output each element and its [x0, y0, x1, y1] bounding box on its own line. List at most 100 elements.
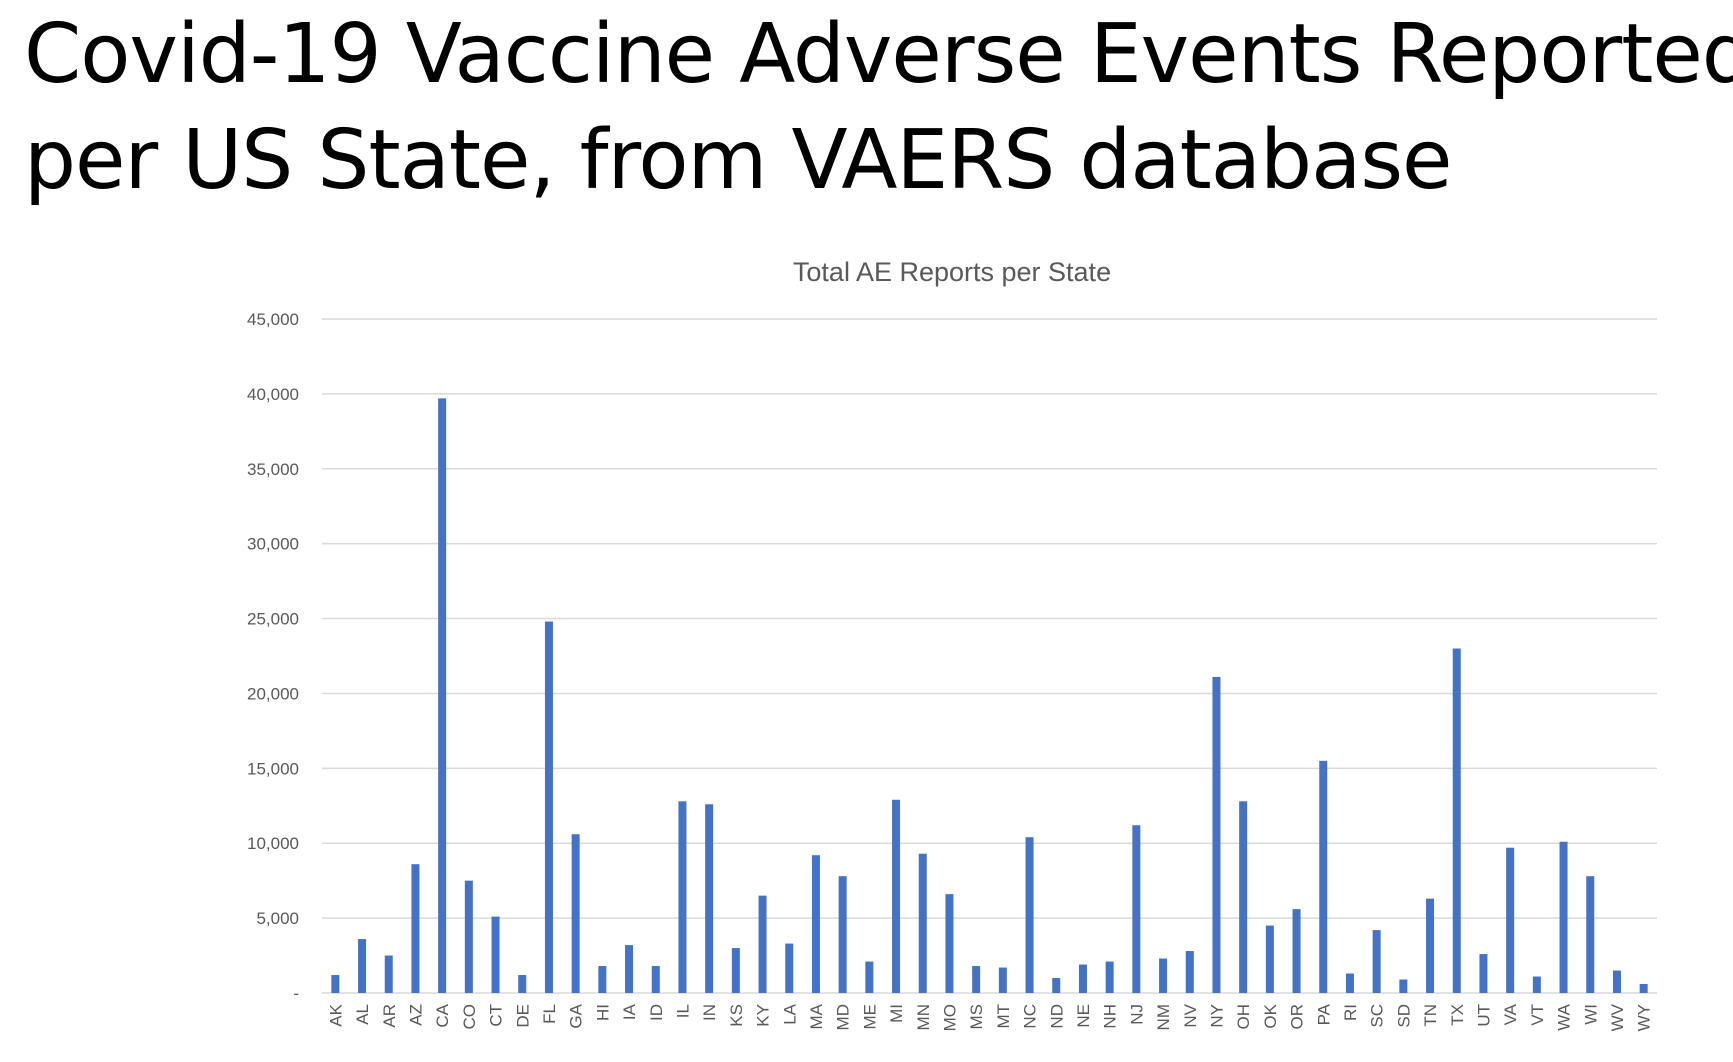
bar-mt	[998, 967, 1007, 993]
x-tick-label: IL	[673, 1004, 692, 1018]
bar-ar	[384, 955, 393, 993]
x-tick-label: TX	[1448, 1004, 1467, 1026]
bar-pa	[1319, 760, 1328, 993]
x-tick-label: ME	[860, 1004, 879, 1030]
bar-ct	[491, 916, 500, 993]
bar-fl	[544, 621, 553, 993]
chart-title: Total AE Reports per State	[793, 257, 1111, 287]
bar-oh	[1239, 801, 1248, 993]
bar-nv	[1185, 951, 1194, 993]
bar-nh	[1105, 961, 1114, 993]
x-tick-label: MN	[914, 1004, 933, 1030]
bar-va	[1506, 847, 1515, 993]
x-tick-label: LA	[780, 1003, 799, 1024]
bar-ky	[758, 895, 767, 993]
bar-nm	[1159, 958, 1168, 993]
x-tick-label: WA	[1555, 1003, 1574, 1030]
x-tick-label: MD	[834, 1004, 853, 1030]
bar-nc	[1025, 837, 1034, 993]
x-tick-label: IA	[620, 1003, 639, 1020]
x-tick-label: VA	[1501, 1003, 1520, 1025]
bar-me	[865, 961, 874, 993]
x-tick-label: KS	[727, 1004, 746, 1027]
x-tick-label: VT	[1528, 1004, 1547, 1026]
gridlines	[322, 318, 1657, 994]
y-tick-label: 35,000	[247, 460, 299, 479]
bar-hi	[598, 966, 607, 993]
bar-ny	[1212, 676, 1221, 993]
y-tick-label: 25,000	[247, 610, 299, 629]
bar-id	[651, 966, 660, 993]
x-tick-label: ID	[647, 1004, 666, 1021]
x-tick-label: NH	[1101, 1004, 1120, 1029]
x-axis-category-labels: AK AL AR AZ CA CO CT DE FL GA HI IA ID IL IN KS KY LA MA MD…	[326, 1003, 1653, 1031]
x-tick-label: FL	[540, 1004, 559, 1024]
slide-title: Covid-19 Vaccine Adverse Events Reported…	[24, 2, 1733, 214]
x-tick-label: CT	[487, 1004, 506, 1027]
x-tick-label: NE	[1074, 1004, 1093, 1028]
y-tick-label: 30,000	[247, 535, 299, 554]
bar-ri	[1345, 973, 1354, 993]
bars	[331, 398, 1648, 994]
bar-de	[518, 975, 527, 993]
bar-nj	[1132, 825, 1141, 993]
x-tick-label: RI	[1341, 1004, 1360, 1021]
bar-in	[705, 804, 714, 993]
x-tick-label: NC	[1021, 1004, 1040, 1029]
x-tick-label: OH	[1234, 1004, 1253, 1030]
x-tick-label: SC	[1368, 1004, 1387, 1028]
y-axis-tick-labels: - 5,000 10,000 15,000 20,000 25,000 30,000 35,0…	[247, 310, 299, 1003]
x-tick-label: MT	[994, 1004, 1013, 1029]
bar-wv	[1612, 970, 1621, 993]
x-tick-label: MS	[967, 1004, 986, 1030]
bar-wa	[1559, 841, 1568, 993]
bar-md	[838, 876, 847, 993]
bar-ca	[438, 398, 447, 994]
bar-ma	[811, 855, 820, 993]
x-tick-label: OR	[1288, 1004, 1307, 1030]
bar-ne	[1078, 964, 1087, 993]
x-tick-label: OK	[1261, 1003, 1280, 1028]
bar-ks	[731, 948, 740, 993]
bar-tx	[1452, 648, 1461, 993]
x-tick-label: AR	[380, 1004, 399, 1028]
y-tick-label: 10,000	[247, 834, 299, 853]
bar-ok	[1265, 925, 1274, 993]
y-tick-label: 40,000	[247, 385, 299, 404]
x-tick-label: MI	[887, 1004, 906, 1023]
bar-ut	[1479, 954, 1488, 993]
bar-mo	[945, 894, 954, 993]
x-tick-label: DE	[513, 1004, 532, 1028]
x-tick-label: WY	[1635, 1004, 1654, 1031]
x-tick-label: NV	[1181, 1003, 1200, 1027]
x-tick-label: AL	[353, 1004, 372, 1025]
bar-or	[1292, 909, 1301, 993]
bar-mi	[892, 799, 901, 993]
x-tick-label: MO	[940, 1004, 959, 1031]
y-tick-label: 5,000	[256, 909, 299, 928]
x-tick-label: WI	[1581, 1004, 1600, 1025]
x-tick-label: ND	[1047, 1004, 1066, 1029]
x-tick-label: NJ	[1127, 1004, 1146, 1025]
x-tick-label: SD	[1394, 1004, 1413, 1028]
x-tick-label: CA	[433, 1003, 452, 1027]
bar-az	[411, 864, 420, 993]
bar-ak	[331, 975, 340, 993]
bar-vt	[1532, 976, 1541, 993]
x-tick-label: IN	[700, 1004, 719, 1021]
x-tick-label: KY	[754, 1004, 773, 1027]
y-tick-label: 45,000	[247, 310, 299, 329]
x-tick-label: TN	[1421, 1004, 1440, 1027]
bar-al	[358, 939, 367, 993]
bar-la	[785, 943, 794, 993]
y-tick-label: 20,000	[247, 684, 299, 703]
bar-il	[678, 801, 687, 993]
bar-sd	[1399, 979, 1408, 993]
y-tick-label: 15,000	[247, 759, 299, 778]
x-tick-label: NM	[1154, 1004, 1173, 1030]
bar-sc	[1372, 930, 1381, 993]
bar-nd	[1052, 978, 1061, 993]
x-tick-label: MA	[807, 1003, 826, 1029]
bar-ms	[972, 966, 981, 993]
x-tick-label: CO	[460, 1004, 479, 1030]
